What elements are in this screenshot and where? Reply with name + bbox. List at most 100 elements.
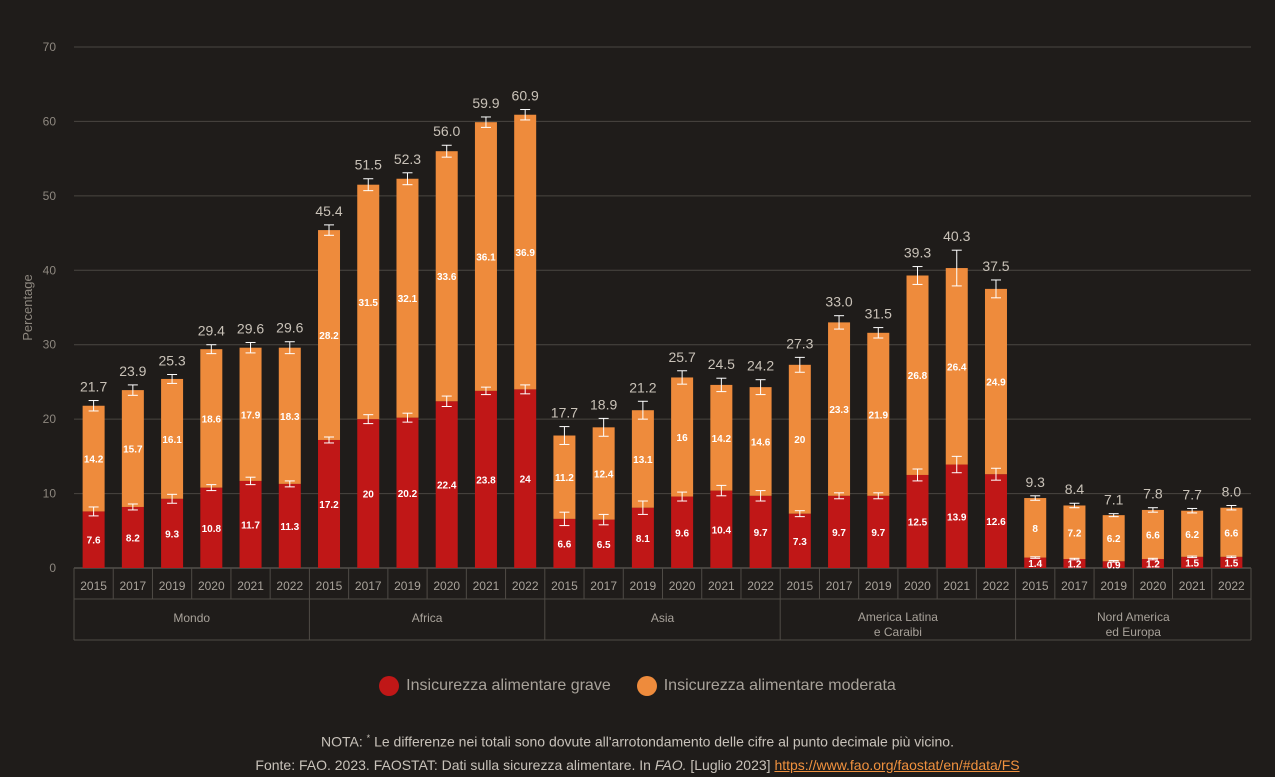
x-tick-label: 2022 <box>983 579 1010 593</box>
x-tick-label: 2021 <box>1179 579 1206 593</box>
bar-moderate <box>631 410 654 508</box>
total-label: 56.0 <box>433 123 460 139</box>
bar-severe <box>1102 561 1125 568</box>
bar-moderate <box>121 390 144 507</box>
bar-moderate <box>671 377 694 497</box>
x-tick-label: 2022 <box>747 579 774 593</box>
total-label: 29.6 <box>237 320 264 336</box>
data-label-moderate: 16.1 <box>162 435 182 446</box>
data-label-moderate: 18.6 <box>202 414 222 425</box>
total-label: 45.4 <box>315 203 342 219</box>
x-tick-label: 2017 <box>119 579 146 593</box>
x-tick-label: 2020 <box>198 579 225 593</box>
bar-severe <box>788 513 811 568</box>
x-tick-label: 2019 <box>1100 579 1127 593</box>
y-tick-label: 20 <box>43 412 57 426</box>
x-tick-label: 2022 <box>276 579 303 593</box>
data-label-moderate: 6.6 <box>1224 528 1238 539</box>
data-label-severe: 20.2 <box>398 489 418 500</box>
bar-moderate <box>1102 515 1125 562</box>
bar-severe <box>435 401 458 568</box>
data-label-severe: 17.2 <box>319 500 339 511</box>
x-tick-label: 2020 <box>433 579 460 593</box>
total-label: 7.7 <box>1182 486 1202 502</box>
bar-severe <box>1063 559 1086 568</box>
bar-moderate <box>82 405 105 512</box>
bar-severe <box>1181 556 1204 568</box>
bar-severe <box>474 390 497 568</box>
bar-moderate <box>553 435 576 519</box>
note-marker: * <box>366 733 371 743</box>
total-label: 7.1 <box>1104 492 1124 508</box>
bar-moderate <box>788 364 811 514</box>
bar-severe <box>318 439 341 568</box>
data-label-moderate: 14.6 <box>751 437 771 448</box>
legend-item-moderate[interactable]: Insicurezza alimentare moderata <box>636 676 896 696</box>
data-label-severe: 8.1 <box>636 534 650 545</box>
bar-moderate <box>592 427 615 520</box>
total-label: 21.7 <box>80 379 107 395</box>
total-label: 40.3 <box>943 228 970 244</box>
data-label-moderate: 6.2 <box>1107 534 1121 545</box>
group-label: Asia <box>651 611 675 625</box>
bar-moderate <box>906 275 929 475</box>
x-tick-label: 2020 <box>669 579 696 593</box>
bar-severe <box>396 417 419 568</box>
total-label: 52.3 <box>394 151 421 167</box>
data-label-severe: 9.3 <box>165 529 179 540</box>
total-label: 25.7 <box>668 349 695 365</box>
source-link[interactable]: https://www.fao.org/faostat/en/#data/FS <box>774 756 1020 773</box>
bar-moderate <box>239 347 262 481</box>
data-label-severe: 9.7 <box>832 528 846 539</box>
bar-moderate <box>161 378 184 499</box>
data-label-severe: 7.3 <box>793 537 807 548</box>
legend-swatch-moderate <box>636 676 657 696</box>
y-tick-label: 50 <box>43 189 57 203</box>
bar-severe <box>631 507 654 568</box>
data-label-moderate: 32.1 <box>398 294 418 305</box>
data-label-moderate: 26.8 <box>908 371 928 382</box>
bar-severe <box>161 498 184 568</box>
data-label-moderate: 26.4 <box>947 362 967 373</box>
data-label-moderate: 24.9 <box>986 378 1006 389</box>
total-label: 23.9 <box>119 363 146 379</box>
data-label-moderate: 17.9 <box>241 410 261 421</box>
data-label-severe: 6.6 <box>557 539 571 550</box>
data-label-severe: 22.4 <box>437 481 457 492</box>
bar-severe <box>984 474 1007 568</box>
note-prefix: NOTA: <box>321 733 363 750</box>
legend-label-severe: Insicurezza alimentare grave <box>406 677 611 694</box>
legend-item-severe[interactable]: Insicurezza alimentare grave <box>379 676 611 696</box>
y-tick-label: 30 <box>43 338 57 352</box>
data-label-moderate: 21.9 <box>869 410 889 421</box>
data-label-severe: 12.5 <box>908 517 928 528</box>
x-tick-label: 2019 <box>630 579 657 593</box>
data-label-moderate: 12.4 <box>594 469 614 480</box>
data-label-moderate: 7.2 <box>1067 528 1081 539</box>
total-label: 60.9 <box>512 88 539 104</box>
x-tick-label: 2015 <box>786 579 813 593</box>
group-label: America Latina <box>858 610 938 624</box>
bar-severe <box>121 506 144 568</box>
x-tick-label: 2020 <box>904 579 931 593</box>
total-label: 29.6 <box>276 320 303 336</box>
bar-moderate <box>710 384 733 491</box>
bar-severe <box>82 511 105 568</box>
bar-severe <box>710 490 733 568</box>
data-label-moderate: 8 <box>1032 524 1038 535</box>
data-label-moderate: 31.5 <box>359 298 379 309</box>
total-label: 8.4 <box>1065 481 1085 497</box>
data-label-moderate: 36.1 <box>476 253 496 264</box>
bar-severe <box>906 474 929 568</box>
bar-severe <box>553 518 576 568</box>
bar-moderate <box>749 387 772 496</box>
bar-moderate <box>984 288 1007 475</box>
data-label-severe: 1.5 <box>1185 558 1199 569</box>
total-label: 31.5 <box>865 306 892 322</box>
data-label-moderate: 14.2 <box>84 455 104 466</box>
bar-severe <box>278 483 301 568</box>
data-label-moderate: 13.1 <box>633 455 653 466</box>
bar-moderate <box>435 151 458 402</box>
total-label: 18.9 <box>590 396 617 412</box>
bar-moderate <box>867 332 890 496</box>
